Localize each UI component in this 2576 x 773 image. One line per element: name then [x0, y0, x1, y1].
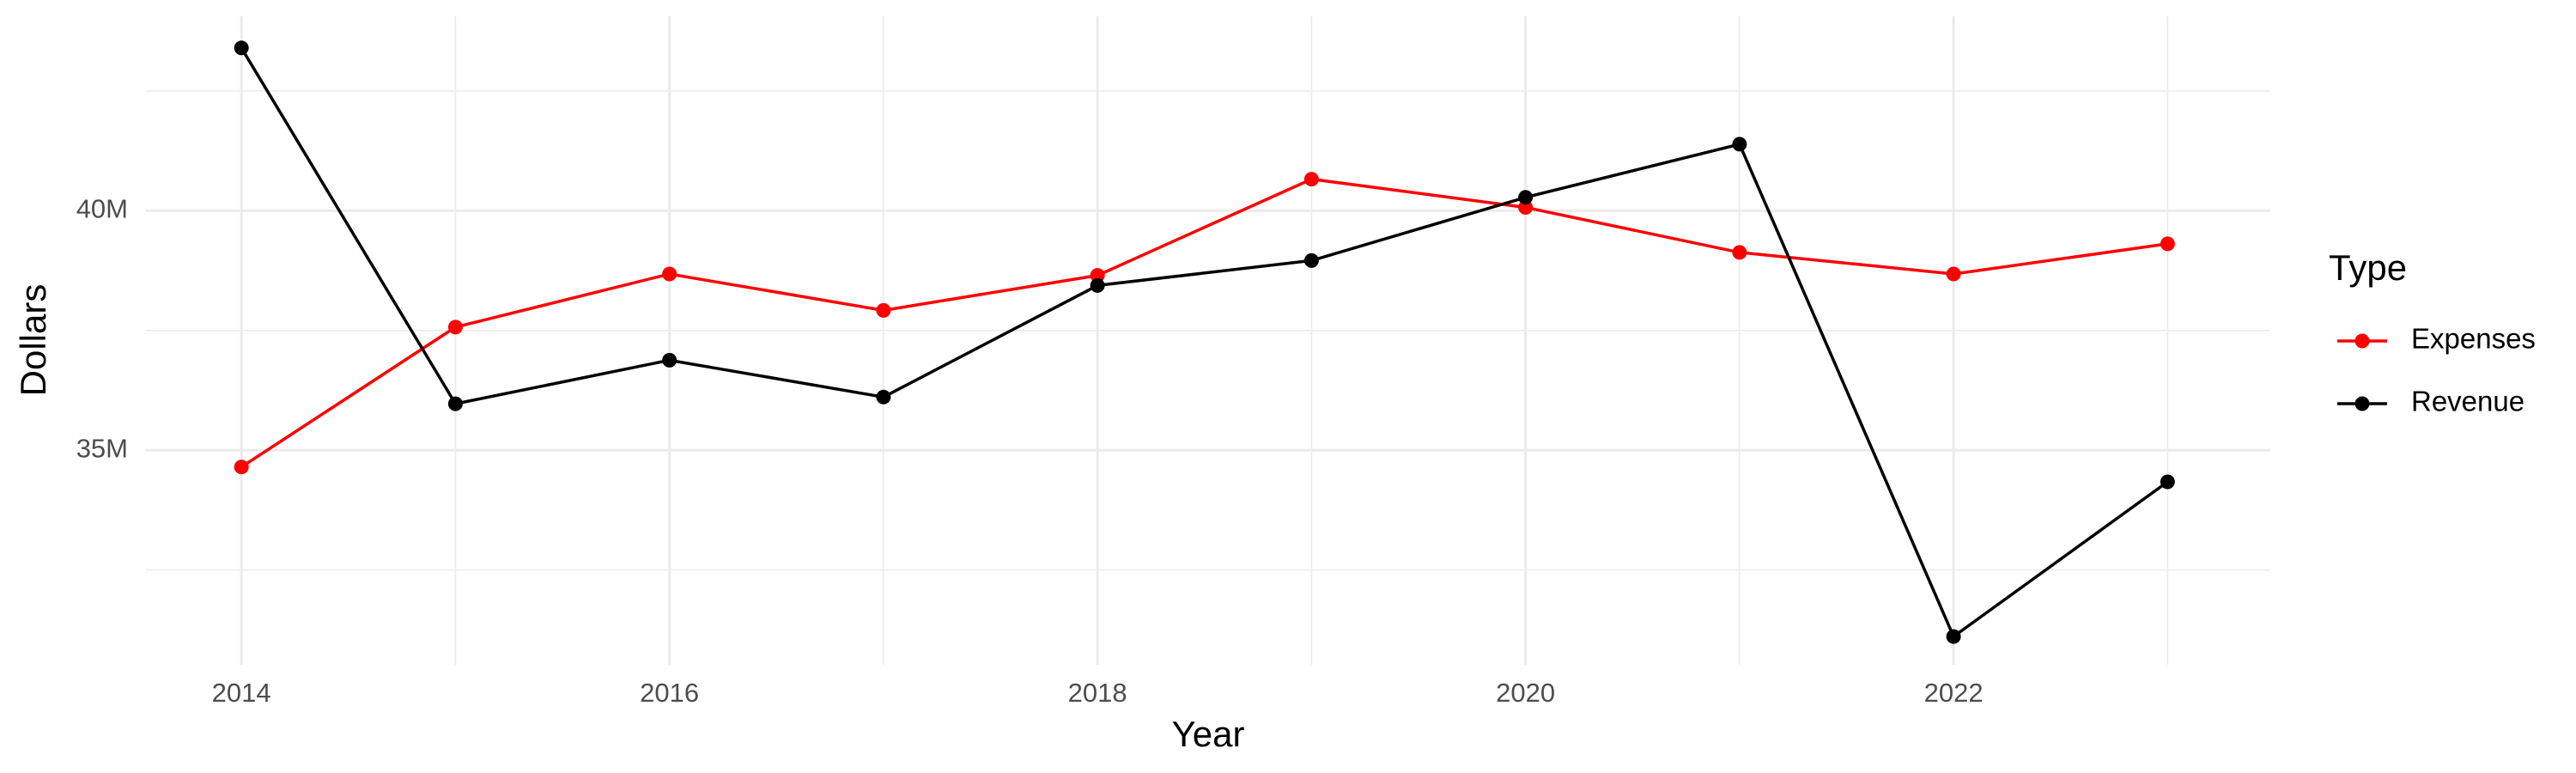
point: [1518, 199, 1534, 215]
point: [1518, 190, 1534, 205]
legend-point: [2354, 396, 2370, 411]
y-tick-label: 40M: [76, 194, 128, 224]
y-axis-title: Dollars: [13, 284, 53, 397]
legend-label: Revenue: [2411, 386, 2524, 417]
point: [2160, 474, 2175, 490]
point: [1303, 253, 1319, 268]
x-tick-label: 2022: [1924, 678, 1984, 708]
point: [1946, 266, 1961, 282]
point: [2160, 236, 2175, 252]
line: [240, 177, 2168, 469]
x-tick-label: 2014: [212, 678, 271, 708]
line: [240, 46, 2169, 639]
point: [1732, 245, 1747, 260]
legend-title: Type: [2329, 247, 2407, 288]
point: [1303, 172, 1319, 187]
point: [662, 352, 677, 368]
x-axis-title: Year: [1172, 714, 1245, 754]
point: [1090, 277, 1105, 293]
point: [1090, 268, 1105, 283]
point: [447, 320, 463, 335]
point: [234, 460, 249, 475]
x-tick-label: 2018: [1068, 678, 1127, 708]
point: [1732, 137, 1747, 152]
x-tick-label: 2020: [1496, 678, 1555, 708]
y-tick-label: 35M: [76, 433, 128, 463]
legend-label: Expenses: [2411, 323, 2536, 355]
point: [662, 266, 677, 282]
x-tick-label: 2016: [640, 678, 699, 708]
point: [447, 396, 463, 411]
point: [234, 40, 249, 56]
point: [1946, 629, 1961, 644]
legend-point: [2354, 333, 2370, 349]
point: [876, 389, 891, 405]
point: [876, 302, 891, 318]
